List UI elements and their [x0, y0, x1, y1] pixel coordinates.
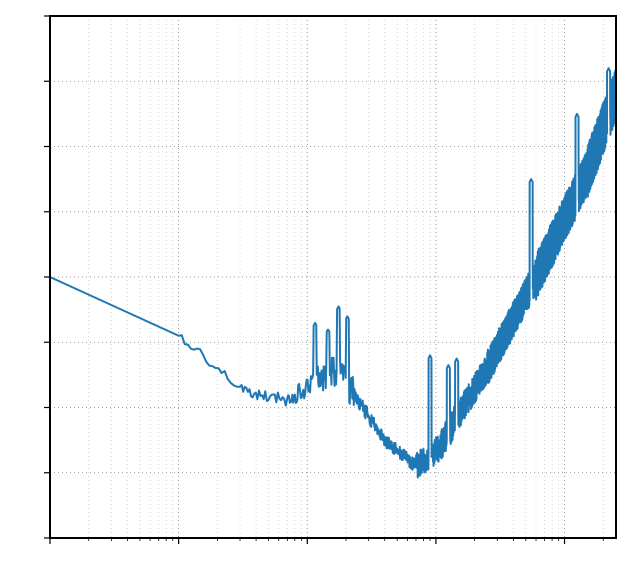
- line-chart: [0, 0, 632, 584]
- chart-svg: [0, 0, 632, 584]
